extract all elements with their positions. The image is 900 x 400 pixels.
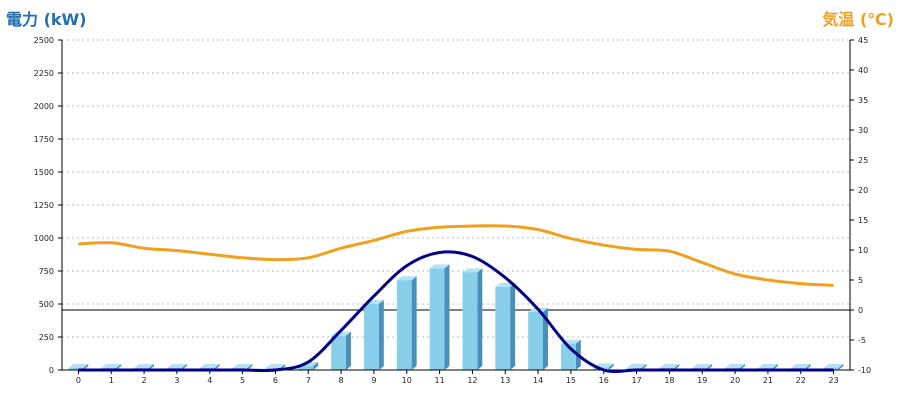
power-line xyxy=(78,250,834,374)
bar-top xyxy=(692,364,713,368)
bar-top xyxy=(659,364,680,368)
y2-tick-label: 10 xyxy=(858,246,868,255)
x-tick-label: 4 xyxy=(207,376,212,385)
bar-side xyxy=(444,264,450,370)
bar-top xyxy=(396,276,417,281)
x-tick-label: 21 xyxy=(763,376,773,385)
bar-top xyxy=(232,364,253,368)
temperature-line xyxy=(78,224,834,287)
bar-side xyxy=(608,363,614,370)
bar-front xyxy=(528,311,543,370)
bar-side xyxy=(345,331,351,370)
bar-top xyxy=(199,364,220,368)
x-tick-label: 7 xyxy=(306,376,311,385)
x-tick-label: 2 xyxy=(142,376,147,385)
bar-side xyxy=(247,364,253,370)
y2-tick-label: -10 xyxy=(858,366,871,375)
bar-top xyxy=(790,364,811,368)
bar-front xyxy=(68,368,84,370)
y-tick-label: 1750 xyxy=(34,135,54,144)
bar-top xyxy=(134,364,154,368)
bar-side xyxy=(838,364,844,370)
x-tick-label: 8 xyxy=(339,376,344,385)
x-tick-label: 5 xyxy=(240,376,245,385)
y2-tick-label: 5 xyxy=(858,276,863,285)
bar-top xyxy=(167,364,187,368)
bar-side xyxy=(411,276,417,370)
x-tick-label: 12 xyxy=(467,376,477,385)
bar-front xyxy=(364,304,379,370)
x-tick-label: 23 xyxy=(828,376,838,385)
bar-side xyxy=(313,362,319,370)
x-tick-label: 6 xyxy=(273,376,278,385)
bar-top xyxy=(758,364,778,368)
y-tick-label: 750 xyxy=(39,267,54,276)
bar xyxy=(396,276,417,370)
y2-tick-label: 40 xyxy=(858,66,868,75)
x-tick-label: 10 xyxy=(402,376,412,385)
bar xyxy=(495,282,516,370)
x-tick-label: 3 xyxy=(174,376,179,385)
y2-tick-label: 45 xyxy=(858,36,868,45)
x-tick-label: 15 xyxy=(566,376,576,385)
x-tick-label: 1 xyxy=(109,376,114,385)
bar-front xyxy=(429,268,445,370)
y2-tick-label: 20 xyxy=(858,186,868,195)
y2-tick-label: 25 xyxy=(858,156,868,165)
x-tick-label: 20 xyxy=(730,376,740,385)
bar-top xyxy=(593,363,614,368)
y-tick-label: 0 xyxy=(49,366,54,375)
y2-tick-label: 15 xyxy=(858,216,868,225)
bar-top xyxy=(495,282,516,287)
y2-tick-label: -5 xyxy=(858,336,866,345)
bar xyxy=(429,264,450,370)
bar xyxy=(528,307,548,370)
bar-front xyxy=(298,366,314,370)
x-tick-label: 18 xyxy=(664,376,674,385)
y-tick-label: 500 xyxy=(39,300,54,309)
bar-top xyxy=(823,364,844,368)
y-axis-label: 電力 (kW) xyxy=(6,10,87,29)
y-tick-label: 1250 xyxy=(34,201,54,210)
bar-front xyxy=(495,286,511,370)
bar-top xyxy=(626,364,647,368)
x-tick-label: 17 xyxy=(631,376,641,385)
y-tick-label: 1500 xyxy=(34,168,54,177)
y-tick-label: 1000 xyxy=(34,234,54,243)
bar xyxy=(364,300,384,370)
y-tick-label: 2500 xyxy=(34,36,54,45)
y2-tick-label: 0 xyxy=(858,306,863,315)
bar-top xyxy=(101,364,122,368)
x-tick-label: 14 xyxy=(533,376,543,385)
bar-top xyxy=(462,268,483,273)
bar-top xyxy=(725,364,745,368)
y-tick-label: 2250 xyxy=(34,69,54,78)
x-tick-label: 13 xyxy=(500,376,510,385)
bar xyxy=(331,331,351,370)
y-tick-label: 250 xyxy=(39,333,54,342)
x-tick-label: 0 xyxy=(76,376,81,385)
y2-tick-label: 30 xyxy=(858,126,868,135)
bar-front xyxy=(396,280,412,370)
y-tick-label: 2000 xyxy=(34,102,54,111)
bar xyxy=(462,268,483,370)
bar-side xyxy=(510,282,516,370)
bar-side xyxy=(378,300,384,370)
bar-top xyxy=(68,364,89,368)
x-tick-label: 16 xyxy=(599,376,609,385)
bar-front xyxy=(462,272,478,370)
bar-side xyxy=(477,268,483,370)
bar-top xyxy=(429,264,450,269)
y2-axis-label: 気温 (℃) xyxy=(822,10,894,29)
x-tick-label: 22 xyxy=(796,376,806,385)
y2-tick-label: 35 xyxy=(858,96,868,105)
x-tick-label: 9 xyxy=(371,376,376,385)
bar-side xyxy=(542,307,548,370)
x-tick-label: 11 xyxy=(434,376,444,385)
x-tick-label: 19 xyxy=(697,376,707,385)
bar-top xyxy=(265,364,286,368)
bar-front xyxy=(331,335,346,370)
